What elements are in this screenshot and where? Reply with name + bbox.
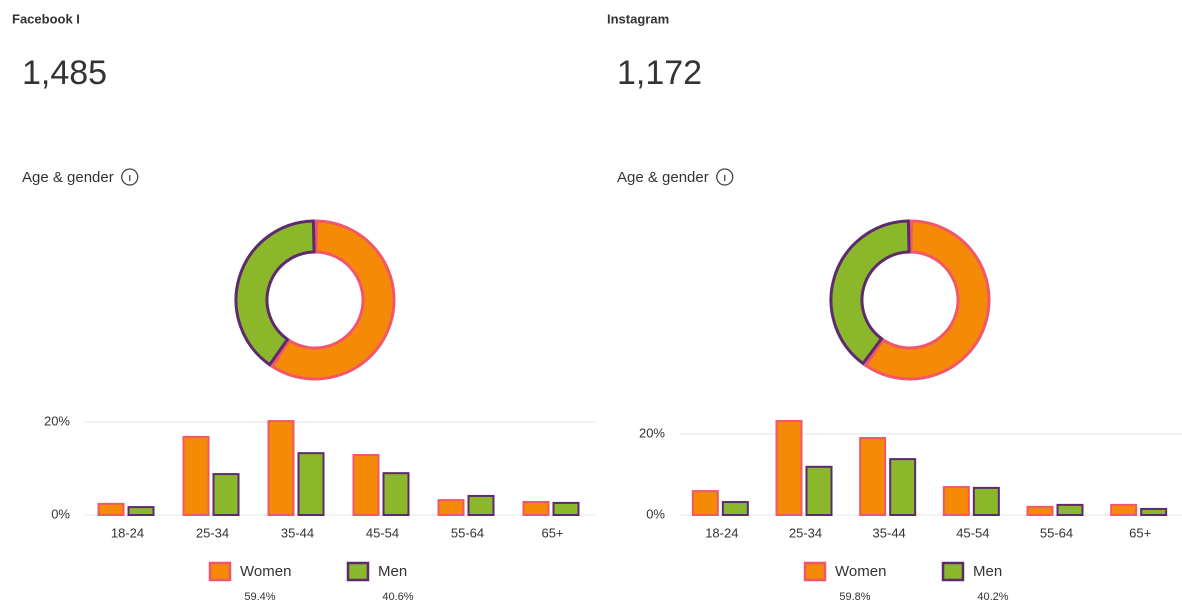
bar [182,435,210,517]
legend-share: 59.8% [839,591,870,602]
legend-swatch [803,561,827,582]
bar [467,494,495,516]
bar [859,437,887,516]
bar [382,472,410,516]
donut-segment [234,219,316,367]
bar [942,486,970,516]
bar [721,501,749,517]
bar [127,506,155,517]
x-tick-label: 35-44 [281,525,314,540]
x-tick-label: 65+ [1129,525,1151,540]
donut-segment [863,219,991,381]
x-tick-label: 55-64 [451,525,484,540]
bar [775,420,803,517]
legend-label: Men [973,563,1002,580]
legend-label: Men [378,563,407,580]
donut-segment [829,219,911,366]
bar [805,465,833,516]
info-icon [121,168,139,186]
section-title: Age & gender [22,169,114,186]
platform-name: Facebook I [12,11,80,26]
section-title: Age & gender [617,169,709,186]
y-tick-label: 0% [646,506,665,521]
bar [1056,503,1084,516]
legend-share: 40.2% [977,591,1008,602]
info-icon [716,168,734,186]
bar [97,502,125,516]
bar [437,499,465,516]
x-tick-label: 18-24 [111,525,144,540]
bar [352,454,380,517]
bar [1140,507,1168,516]
platform-name: Instagram [607,11,669,26]
legend-swatch [941,561,965,582]
bar [1026,505,1054,516]
bar [297,452,325,516]
y-tick-label: 0% [51,506,70,521]
x-tick-label: 25-34 [789,525,822,540]
legend-share: 40.6% [382,591,413,602]
x-tick-label: 25-34 [196,525,229,540]
x-tick-label: 45-54 [366,525,399,540]
bar [212,473,240,516]
x-tick-label: 18-24 [705,525,738,540]
total-count: 1,172 [617,54,702,92]
y-tick-label: 20% [639,425,665,440]
legend-label: Women [835,563,886,580]
legend-swatch [208,561,232,582]
legend-label: Women [240,563,291,580]
bar [1110,503,1138,516]
x-tick-label: 35-44 [873,525,906,540]
x-tick-label: 65+ [541,525,563,540]
legend-share: 59.4% [244,591,275,602]
y-tick-label: 20% [44,413,70,428]
total-count: 1,485 [22,54,107,92]
bar [552,501,580,517]
x-tick-label: 45-54 [956,525,989,540]
bar [522,500,550,517]
bar [691,490,719,517]
x-tick-label: 55-64 [1040,525,1073,540]
bar [889,458,917,516]
legend-swatch [346,561,370,582]
bar [972,486,1000,516]
bar [267,420,295,517]
donut-segment [270,219,396,381]
